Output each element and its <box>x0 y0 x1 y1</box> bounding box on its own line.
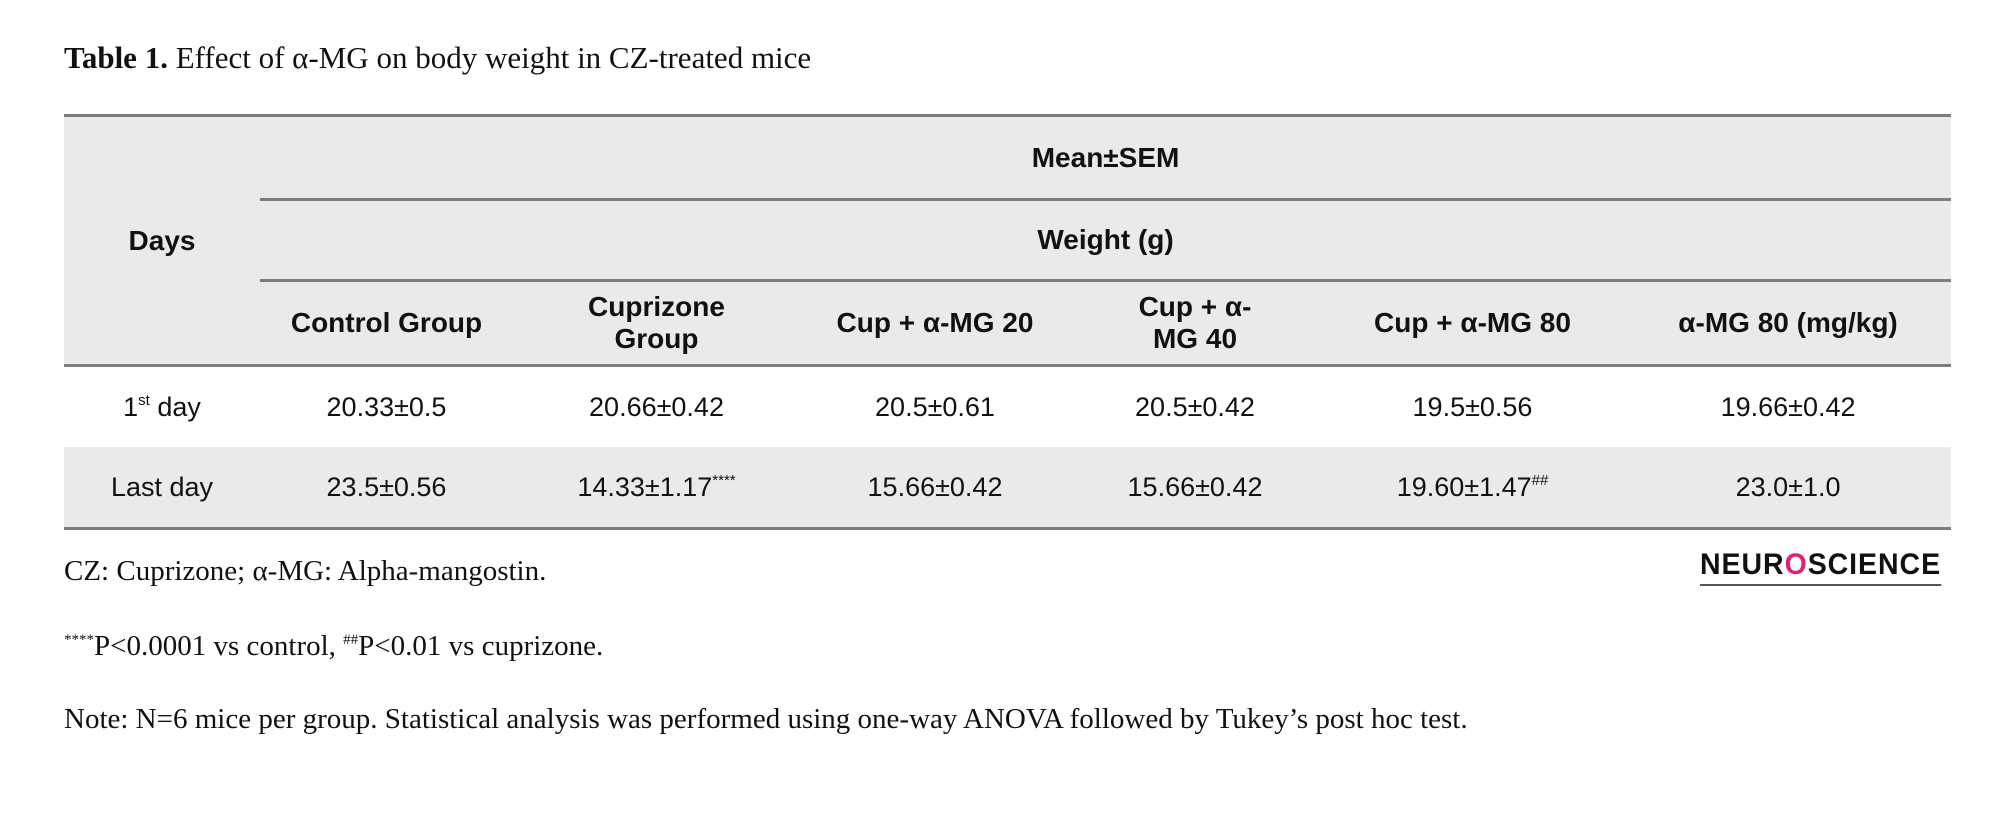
day-cell: Last day <box>64 447 260 530</box>
body-weight-table: Days Mean±SEM Weight (g) Control Group C… <box>64 114 1952 530</box>
table-row: 1st day 20.33±0.5 20.66±0.42 20.5±0.61 20.5±… <box>64 366 1951 448</box>
value-cell: 19.5±0.56 <box>1412 391 1533 422</box>
column-header: Control Group <box>260 280 513 367</box>
value-cell: 20.33±0.5 <box>326 391 447 422</box>
value-cell: 20.5±0.42 <box>1135 391 1255 422</box>
table-row: Last day 23.5±0.56 14.33±1.17**** 15.66±0.4… <box>64 447 1952 530</box>
value-cell: 19.66±0.42 <box>1720 391 1856 422</box>
days-header: Days <box>64 114 260 367</box>
column-header: Cup + α-MG 40 <box>1070 280 1320 367</box>
day-cell: 1st day <box>123 391 201 422</box>
column-header: Cuprizone Group <box>513 280 800 367</box>
method-note: Note: N=6 mice per group. Statistical an… <box>64 703 1468 735</box>
value-cell: 19.60±1.47## <box>1320 447 1625 530</box>
value-cell: 20.5±0.61 <box>875 391 995 422</box>
abbreviation-footnote: CZ: Cuprizone; α-MG: Alpha-mangostin. <box>64 555 547 587</box>
neuroscience-logo: NEUROSCIENCE <box>1700 548 1942 586</box>
value-cell: 23.5±0.56 <box>260 447 513 530</box>
value-cell: 15.66±0.42 <box>800 447 1070 530</box>
value-cell: 23.0±1.0 <box>1625 447 1952 530</box>
caption-label: Table 1. <box>64 40 168 75</box>
column-header: Cup + α-MG 20 <box>800 280 1070 367</box>
column-header: α-MG 80 (mg/kg) <box>1625 280 1952 367</box>
weight-header: Weight (g) <box>260 199 1952 282</box>
value-cell: 14.33±1.17**** <box>513 447 800 530</box>
value-cell: 20.66±0.42 <box>589 391 724 422</box>
significance-footnote: ****P<0.0001 vs control, ##P<0.01 vs cup… <box>64 630 604 662</box>
value-cell: 15.66±0.42 <box>1070 447 1320 530</box>
table-caption: Table 1. Effect of α-MG on body weight i… <box>64 40 811 76</box>
mean-sem-header: Mean±SEM <box>260 114 1952 201</box>
column-header: Cup + α-MG 80 <box>1320 280 1625 367</box>
caption-text: Effect of α-MG on body weight in CZ-trea… <box>175 40 812 75</box>
